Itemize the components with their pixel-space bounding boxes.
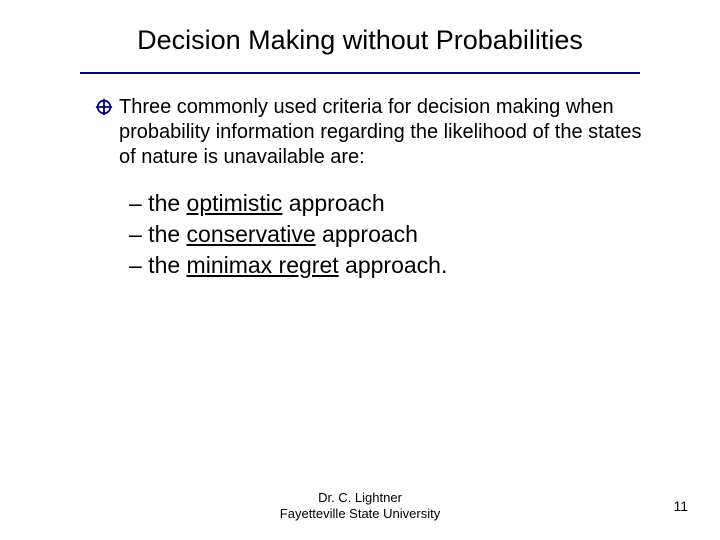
intro-text: Three commonly used criteria for decisio… — [119, 95, 655, 170]
intro-row: Three commonly used criteria for decisio… — [95, 95, 655, 170]
page-number: 11 — [673, 498, 688, 514]
item-suffix: approach. — [339, 252, 448, 278]
slide-title: Decision Making without Probabilities — [0, 25, 720, 56]
slide: Decision Making without Probabilities Th… — [0, 0, 720, 540]
bullet-icon — [95, 98, 113, 116]
footer-line-2: Fayetteville State University — [0, 506, 720, 522]
approach-list: – the optimistic approach – the conserva… — [129, 188, 655, 281]
item-suffix: approach — [316, 221, 418, 247]
footer-line-1: Dr. C. Lightner — [0, 490, 720, 506]
item-prefix: – the — [129, 221, 187, 247]
title-underline — [80, 72, 640, 74]
list-item: – the minimax regret approach. — [129, 250, 655, 281]
list-item: – the conservative approach — [129, 219, 655, 250]
slide-body: Three commonly used criteria for decisio… — [95, 95, 655, 281]
item-prefix: – the — [129, 190, 187, 216]
item-underline: optimistic — [187, 190, 283, 216]
item-suffix: approach — [282, 190, 384, 216]
item-underline: minimax regret — [187, 252, 339, 278]
footer: Dr. C. Lightner Fayetteville State Unive… — [0, 490, 720, 523]
list-item: – the optimistic approach — [129, 188, 655, 219]
item-prefix: – the — [129, 252, 187, 278]
item-underline: conservative — [187, 221, 316, 247]
